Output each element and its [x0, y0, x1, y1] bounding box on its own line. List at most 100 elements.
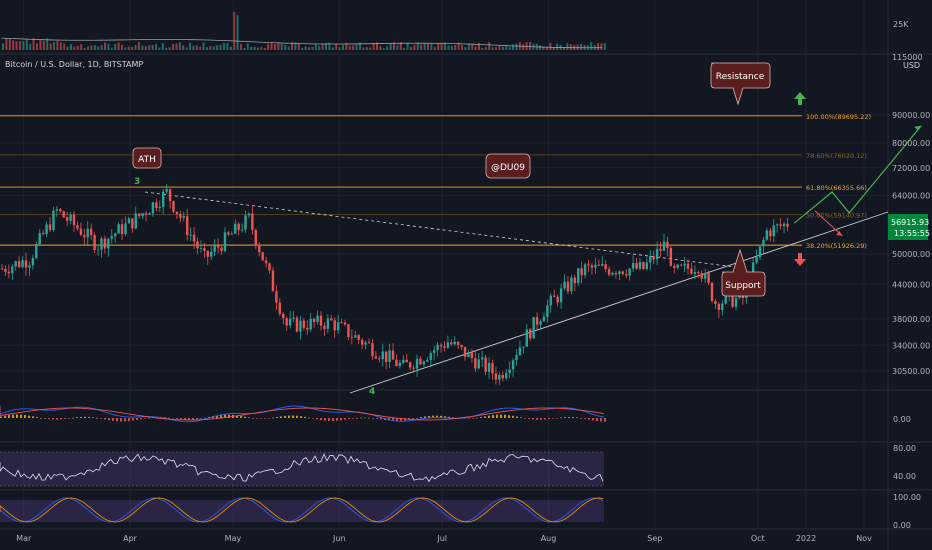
- price-tick-label: 38000.00: [892, 315, 930, 324]
- candle-body: [72, 214, 76, 226]
- candle-body: [690, 268, 693, 274]
- candle-body: [758, 246, 762, 258]
- volume-bar: [76, 45, 79, 50]
- volume-bar: [104, 42, 106, 50]
- volume-bar: [389, 43, 392, 50]
- candle-body: [542, 316, 546, 322]
- candle-body: [683, 263, 686, 266]
- macd-histogram-bar: [16, 414, 18, 418]
- volume-bar: [501, 46, 504, 50]
- volume-bar: [253, 46, 256, 50]
- macd-histogram-bar: [216, 415, 218, 418]
- volume-bar: [158, 47, 161, 50]
- candle-body: [686, 263, 690, 269]
- volume-bar: [15, 41, 18, 50]
- candle-body: [652, 256, 655, 260]
- candle-body: [456, 341, 460, 346]
- volume-bar: [294, 42, 297, 50]
- candle-body: [113, 233, 117, 237]
- macd-histogram-bar: [320, 418, 322, 421]
- candle-body: [573, 277, 577, 284]
- candle-body: [107, 238, 110, 249]
- volume-bar: [32, 38, 35, 50]
- volume-bar: [403, 47, 406, 50]
- vertical-grid: [23, 0, 865, 529]
- candle-body: [340, 322, 343, 324]
- macd-histogram-bar: [284, 415, 286, 418]
- symbol-title: Bitcoin / U.S. Dollar, 1D, BITSTAMP: [5, 60, 143, 69]
- candle-body: [134, 213, 137, 229]
- candle-body: [220, 247, 223, 252]
- macd-histogram-bar: [252, 418, 254, 419]
- candle-body: [93, 235, 96, 250]
- support-callout: Support: [721, 248, 766, 297]
- candle-body: [436, 344, 439, 351]
- candle-body: [24, 260, 28, 268]
- candle-body: [511, 360, 515, 370]
- macd-histogram-bar: [488, 415, 490, 418]
- volume-bar: [63, 43, 66, 50]
- volume-bar: [144, 46, 147, 50]
- candle-body: [710, 282, 714, 301]
- volume-bar: [236, 15, 239, 51]
- candle-body: [285, 318, 288, 326]
- macd-histogram-bar: [76, 417, 78, 418]
- macd-histogram-bar: [420, 417, 422, 418]
- volume-bar: [444, 42, 446, 50]
- candle-body: [144, 213, 148, 215]
- candle-body: [326, 318, 330, 329]
- candle-body: [446, 342, 450, 348]
- volume-bar: [46, 38, 49, 50]
- candle-body: [210, 251, 213, 257]
- macd-histogram-bar: [412, 418, 414, 419]
- candle-body: [312, 318, 316, 322]
- candle-body: [422, 361, 426, 365]
- candle-body: [168, 189, 172, 202]
- candle-body: [309, 318, 312, 330]
- volume-bar: [209, 45, 212, 50]
- macd-histogram-bar: [508, 415, 510, 418]
- time-axis: MarAprMayJunJulAugSepOctNovDec2022: [16, 534, 872, 543]
- candle-body: [621, 271, 625, 275]
- volume-bar: [342, 44, 344, 50]
- macd-histogram-bar: [80, 416, 82, 418]
- volume-bar: [182, 45, 185, 50]
- candle-body: [65, 217, 69, 221]
- candle-body: [515, 355, 518, 361]
- macd-histogram-bar: [436, 415, 438, 418]
- price-tick-label: 72000.00: [892, 164, 930, 173]
- candle-body: [182, 216, 185, 218]
- candle-body: [45, 224, 48, 235]
- candle-body: [556, 296, 559, 303]
- candle-body: [402, 359, 405, 363]
- macd-histogram-bar: [376, 418, 378, 419]
- macd-histogram-bar: [24, 414, 26, 418]
- candle-body: [587, 264, 590, 266]
- macd-histogram-bar: [300, 416, 302, 418]
- volume-bar: [525, 42, 528, 50]
- macd-histogram-bar: [560, 417, 562, 419]
- macd-histogram-bar: [248, 417, 250, 419]
- volume-bar: [90, 45, 93, 50]
- volume-bar: [73, 46, 76, 50]
- indicator-tick-label: 0.00: [893, 415, 911, 424]
- arrow-up-icon: [794, 92, 806, 105]
- macd-histogram-bar: [484, 416, 486, 418]
- candle-body: [597, 264, 601, 266]
- candle-body: [271, 270, 275, 292]
- candle-body: [333, 320, 336, 331]
- volume-bar: [270, 42, 273, 50]
- candle-body: [244, 215, 247, 230]
- candle-body: [199, 248, 203, 249]
- candle-body: [481, 357, 484, 360]
- volume-bar: [461, 45, 463, 50]
- volume-pane: [1, 12, 606, 51]
- rsi-band: [0, 452, 604, 486]
- candle-body: [470, 352, 474, 359]
- volume-bar: [219, 44, 222, 50]
- candle-body: [234, 223, 237, 234]
- macd-histogram-bar: [564, 417, 566, 418]
- candle-body: [110, 236, 113, 239]
- price-tick-label: 44000.00: [892, 280, 930, 289]
